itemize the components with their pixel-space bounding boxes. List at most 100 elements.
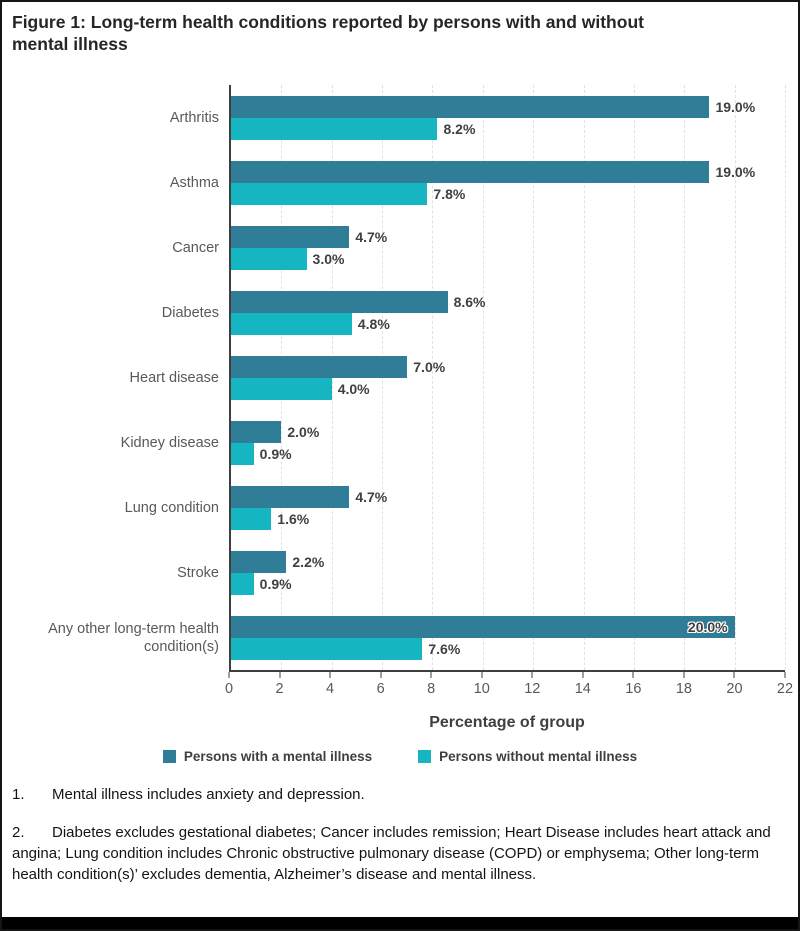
category-row: Arthritis 19.0% 8.2%	[170, 85, 785, 150]
bar-without-mental-illness: 7.6%	[231, 637, 460, 660]
data-label: 3.0%	[312, 250, 345, 267]
gridline	[785, 85, 786, 671]
data-label: 0.9%	[259, 575, 292, 592]
axis-tick-label: 16	[625, 681, 642, 698]
category-row: Lung condition 4.7% 1.6%	[125, 475, 785, 540]
data-label: 4.7%	[355, 228, 388, 245]
data-label: 19.0%	[715, 98, 756, 115]
axis-tick	[733, 672, 735, 679]
bar-without-mental-illness: 0.9%	[231, 572, 292, 595]
category-label: Heart disease	[129, 369, 219, 386]
x-axis: 0 2 4 6 8 10 12 14 16 18 20 22	[225, 672, 793, 704]
bar-with-mental-illness: 19.0%	[231, 95, 755, 118]
axis-tick-label: 8	[427, 681, 436, 698]
bar-without-mental-illness: 4.0%	[231, 377, 370, 400]
data-label: 7.6%	[428, 640, 461, 657]
category-label: Stroke	[177, 564, 219, 581]
axis-tick	[784, 672, 786, 679]
axis-tick	[632, 672, 634, 679]
data-label: 8.2%	[443, 120, 476, 137]
figure-title: Figure 1: Long-term health conditions re…	[12, 12, 644, 55]
legend-item: Persons with a mental illness	[162, 749, 373, 765]
data-label: 2.2%	[292, 553, 325, 570]
data-label: 1.6%	[277, 510, 310, 527]
axis-tick	[228, 672, 230, 679]
footnote-1-text: Mental illness includes anxiety and depr…	[52, 786, 365, 804]
bar-with-mental-illness: 2.0%	[231, 420, 319, 443]
axis-tick	[683, 672, 685, 679]
data-label: 8.6%	[453, 293, 486, 310]
legend: Persons with a mental illness Persons wit…	[2, 749, 798, 764]
gridline	[533, 85, 535, 671]
bar-without-mental-illness: 1.6%	[231, 507, 309, 530]
data-label: 20.0%	[687, 618, 728, 635]
axis-tick-label: 14	[574, 681, 591, 698]
bar-with-mental-illness: 4.7%	[231, 225, 387, 248]
bar-with-mental-illness: 4.7%	[231, 485, 387, 508]
axis-tick-label: 20	[726, 681, 743, 698]
category-label: Cancer	[172, 239, 219, 256]
axis-tick-label: 4	[326, 681, 335, 698]
axis-tick-label: 22	[776, 681, 794, 698]
category-row: Kidney disease 2.0% 0.9%	[121, 410, 785, 475]
bar-with-mental-illness: 8.6%	[231, 290, 485, 313]
gridline	[684, 85, 686, 671]
legend-label: Persons without mental illness	[439, 749, 638, 765]
bar-with-mental-illness: 19.0%	[231, 160, 755, 183]
gridline	[382, 85, 384, 671]
footnote-1: 1. Mental illness includes anxiety and de…	[12, 784, 788, 805]
data-label: 4.8%	[357, 315, 390, 332]
category-row: Any other long-term health condition(s) 2…	[48, 605, 785, 670]
axis-tick-label: 18	[675, 681, 692, 698]
axis-tick	[481, 672, 483, 679]
plot-area: Arthritis 19.0% 8.2% Asthma 19.0% 7.8% Cancer 4…	[48, 85, 786, 673]
legend-item: Persons without mental illness	[418, 749, 637, 764]
data-label: 7.0%	[413, 358, 446, 375]
category-row: Heart disease 7.0% 4.0%	[130, 345, 785, 410]
axis-tick	[279, 672, 281, 679]
footnote-1-number: 1.	[12, 786, 25, 804]
category-label: Kidney disease	[120, 434, 219, 451]
x-axis-title: Percentage of group	[429, 714, 585, 732]
axis-tick-label: 10	[473, 681, 490, 698]
bar-without-mental-illness: 4.8%	[231, 312, 390, 335]
gridline	[633, 85, 635, 671]
footnote-2: 2. Diabetes excludes gestational diabetes…	[12, 822, 788, 885]
legend-swatch-icon	[162, 750, 176, 764]
legend-label: Persons with a mental illness	[183, 749, 373, 765]
bottom-bar	[2, 917, 798, 929]
gridline	[331, 85, 333, 671]
axis-tick-label: 2	[275, 681, 284, 698]
bar-rows: Arthritis 19.0% 8.2% Asthma 19.0% 7.8% Cancer 4…	[48, 85, 785, 670]
bar-without-mental-illness: 0.9%	[231, 442, 292, 465]
legend-swatch-icon	[418, 750, 432, 764]
footnote-2-number: 2.	[12, 824, 25, 842]
data-label: 2.0%	[287, 423, 320, 440]
category-row: Asthma 19.0% 7.8%	[170, 150, 785, 215]
bar-chart: Arthritis 19.0% 8.2% Asthma 19.0% 7.8% Cancer 4…	[2, 85, 798, 732]
axis-tick	[582, 672, 584, 679]
data-label: 4.7%	[355, 488, 388, 505]
axis-tick	[531, 672, 533, 679]
axis-tick-label: 12	[524, 681, 541, 698]
footnote-2-text: Diabetes excludes gestational diabetes; …	[12, 824, 771, 884]
data-label: 19.0%	[715, 163, 756, 180]
bar-without-mental-illness: 3.0%	[231, 247, 344, 270]
category-row: Stroke 2.2% 0.9%	[177, 540, 785, 605]
category-row: Diabetes 8.6% 4.8%	[162, 280, 785, 345]
bar-with-mental-illness: 7.0%	[231, 355, 445, 378]
category-label: Arthritis	[169, 109, 219, 126]
axis-tick-label: 6	[376, 681, 385, 698]
footnotes: 1. Mental illness includes anxiety and de…	[12, 784, 788, 885]
gridline	[482, 85, 484, 671]
bar-without-mental-illness: 8.2%	[231, 117, 475, 140]
gridline	[432, 85, 434, 671]
bar-with-mental-illness: 2.2%	[231, 550, 324, 573]
bar-with-mental-illness: 20.0%	[231, 615, 735, 638]
data-label: 4.0%	[337, 380, 370, 397]
axis-tick	[380, 672, 382, 679]
gridline	[583, 85, 585, 671]
category-row: Cancer 4.7% 3.0%	[172, 215, 785, 280]
category-label: Asthma	[169, 174, 219, 191]
